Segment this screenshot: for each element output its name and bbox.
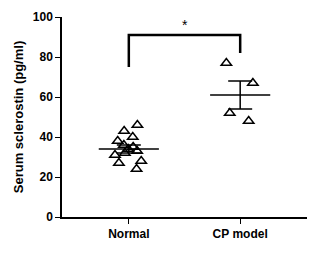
svg-text:80: 80 xyxy=(39,50,53,64)
svg-text:*: * xyxy=(182,17,188,33)
svg-text:0: 0 xyxy=(46,210,53,224)
svg-text:40: 40 xyxy=(39,130,53,144)
svg-text:20: 20 xyxy=(39,170,53,184)
svg-text:CP model: CP model xyxy=(213,227,268,241)
svg-text:Normal: Normal xyxy=(108,227,149,241)
svg-text:100: 100 xyxy=(33,10,53,24)
svg-text:Serum sclerostin (pg/ml): Serum sclerostin (pg/ml) xyxy=(11,41,26,193)
svg-text:60: 60 xyxy=(39,90,53,104)
